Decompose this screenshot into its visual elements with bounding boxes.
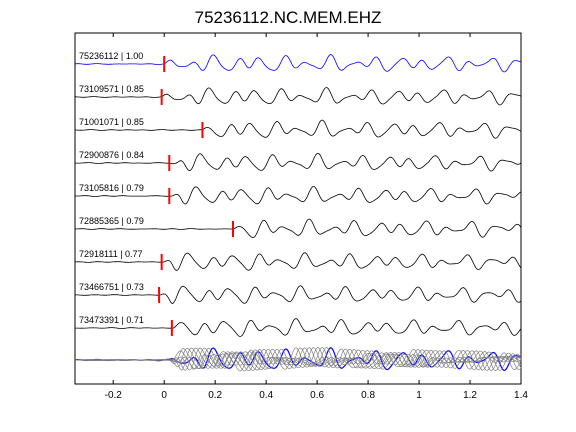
x-tick-label-2: 0 bbox=[161, 390, 167, 401]
plot-area: 75236112 | 1.00 73109571 | 0.85 71001071 |… bbox=[74, 32, 528, 401]
trace-line-1 bbox=[74, 54, 522, 73]
x-tick-label-9: 1.4 bbox=[514, 390, 528, 401]
trace-label-7: 72918111 | 0.77 bbox=[79, 249, 143, 259]
x-tick-label-6: 0.8 bbox=[361, 390, 375, 401]
traces-group bbox=[74, 54, 522, 337]
trace-label-6: 72885365 | 0.79 bbox=[79, 216, 144, 226]
trace-line-2 bbox=[75, 87, 522, 106]
trace-labels-group: 75236112 | 1.00 73109571 | 0.85 71001071 |… bbox=[79, 51, 144, 325]
stack-group bbox=[74, 347, 522, 372]
x-tick-label-3: 0.2 bbox=[208, 390, 222, 401]
trace-label-9: 73473391 | 0.71 bbox=[79, 315, 144, 325]
trace-line-9 bbox=[74, 318, 522, 337]
chart-title: 75236112.NC.MEM.EHZ bbox=[195, 8, 382, 27]
x-axis-ticks: -0.2 0 0.2 0.4 0.6 0.8 1 1.2 1.4 bbox=[105, 33, 528, 401]
trace-line-8 bbox=[75, 285, 522, 304]
x-tick-label-4: 0.4 bbox=[259, 390, 273, 401]
x-tick-label-5: 0.6 bbox=[310, 390, 324, 401]
trace-label-4: 72900876 | 0.84 bbox=[79, 150, 144, 160]
trace-label-5: 73105816 | 0.79 bbox=[79, 183, 144, 193]
trace-label-3: 71001071 | 0.85 bbox=[79, 117, 144, 127]
trace-line-3 bbox=[75, 119, 522, 139]
trace-line-4 bbox=[75, 152, 522, 172]
trace-label-2: 73109571 | 0.85 bbox=[79, 84, 144, 94]
trace-line-5 bbox=[75, 186, 522, 205]
trace-label-1: 75236112 | 1.00 bbox=[79, 51, 143, 61]
trace-line-6 bbox=[75, 218, 522, 238]
trace-line-7 bbox=[75, 252, 522, 271]
x-tick-label-7: 1 bbox=[416, 390, 422, 401]
trace-label-8: 73466751 | 0.73 bbox=[79, 282, 144, 292]
x-tick-label-8: 1.2 bbox=[463, 390, 477, 401]
x-tick-label-1: -0.2 bbox=[105, 390, 123, 401]
stack-line-9 bbox=[74, 347, 522, 372]
